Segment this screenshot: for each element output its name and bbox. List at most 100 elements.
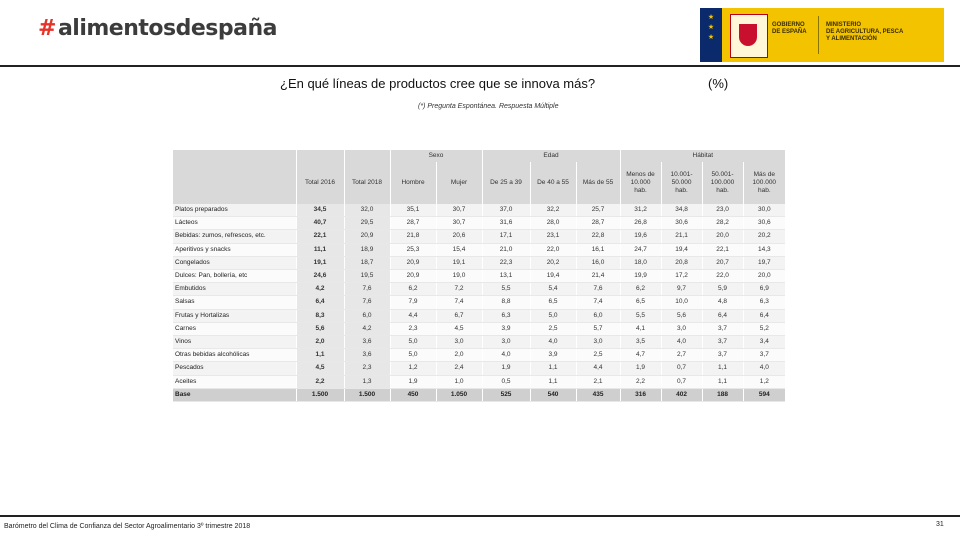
table-cell: 7,9 — [389, 295, 436, 310]
table-column-header: Total 2016 Total 2018 Hombre Mujer De 25 a 3… — [173, 162, 786, 204]
table-cell: 9,7 — [660, 282, 703, 297]
table-cell: 5,7 — [575, 322, 621, 337]
table-row: Carnes 5,6 4,2 2,3 4,5 3,9 2,5 5,7 4,1 3,0 3,7 5,2 — [173, 322, 786, 337]
table-cell: 1,1 — [295, 348, 344, 363]
table-cell: 2,0 — [295, 335, 344, 350]
table-cell: 3,6 — [343, 348, 390, 363]
table-cell: 23,0 — [701, 204, 744, 218]
table-cell: 18,7 — [343, 256, 390, 271]
table-row: Dulces: Pan, bollería, etc 24,6 19,5 20,9 19… — [173, 269, 786, 284]
table-cell: 3,0 — [575, 335, 621, 350]
header-divider — [0, 65, 960, 67]
table-cell: 2,1 — [575, 375, 621, 389]
table-cell: 1,9 — [619, 361, 662, 376]
table-cell: 7,6 — [343, 295, 390, 310]
column-header: De 25 a 39 — [481, 162, 531, 204]
table-cell: 4,4 — [389, 309, 436, 323]
table-cell: 1,1 — [701, 375, 744, 389]
table-cell: 594 — [742, 388, 786, 403]
table-cell: 0,5 — [481, 375, 531, 389]
column-header: Mujer — [435, 162, 483, 204]
row-label: Congelados — [173, 256, 296, 271]
table-cell: 1.050 — [435, 388, 483, 403]
table-cell: 1,9 — [481, 361, 531, 376]
table-cell: 18,0 — [619, 256, 662, 271]
unit-label: (%) — [708, 76, 729, 91]
results-table: Sexo Edad Hábitat Total 2016 Total 2018 Ho… — [173, 150, 786, 403]
table-cell: 6,0 — [575, 309, 621, 323]
group-edad: Edad — [481, 150, 621, 162]
row-label: Pescados — [173, 361, 296, 376]
table-cell: 23,1 — [529, 229, 577, 244]
row-label: Aceites — [173, 375, 296, 389]
table-cell: 4,5 — [435, 322, 483, 337]
column-header: Hombre — [389, 162, 436, 204]
table-cell: 37,0 — [481, 204, 531, 218]
government-ministry-logo: ★ ★ ★ GOBIERNO DE ESPAÑA MINISTERIO DE AGR… — [700, 8, 944, 62]
table-cell: 20,7 — [701, 256, 744, 271]
table-cell: 20,2 — [742, 229, 786, 244]
table-cell: 30,6 — [742, 216, 786, 231]
table-cell: 6,0 — [343, 309, 390, 323]
row-label: Frutas y Hortalizas — [173, 309, 296, 323]
table-cell: 8,3 — [295, 309, 344, 323]
column-header: Total 2018 — [343, 162, 390, 204]
table-cell: 20,6 — [435, 229, 483, 244]
logo-divider — [818, 16, 819, 54]
column-header: 50.001- 100.000 hab. — [701, 162, 744, 204]
table-cell: 4,0 — [660, 335, 703, 350]
table-row: Pescados 4,5 2,3 1,2 2,4 1,9 1,1 4,4 1,9 0,7 1,1 4,… — [173, 361, 786, 376]
table-row: Platos preparados 34,5 32,0 35,1 30,7 37,0 32,… — [173, 204, 786, 218]
column-header: De 40 a 55 — [529, 162, 577, 204]
row-label: Lácteos — [173, 216, 296, 231]
table-cell: 30,7 — [435, 204, 483, 218]
row-label: Salsas — [173, 295, 296, 310]
table-cell: 2,2 — [619, 375, 662, 389]
table-cell: 6,3 — [742, 295, 786, 310]
table-cell: 6,4 — [295, 295, 344, 310]
table-cell: 3,9 — [481, 322, 531, 337]
table-cell: 20,8 — [660, 256, 703, 271]
table-cell: 22,8 — [575, 229, 621, 244]
table-cell: 4,0 — [481, 348, 531, 363]
table-cell: 4,8 — [701, 295, 744, 310]
coat-of-arms-icon — [730, 14, 768, 58]
table-row: Frutas y Hortalizas 8,3 6,0 4,4 6,7 6,3 5,0 6,0… — [173, 309, 786, 323]
alimentos-de-espana-logo: #alimentosdespaña — [38, 16, 277, 41]
table-cell: 3,0 — [435, 335, 483, 350]
table-cell: 20,9 — [389, 269, 436, 284]
row-label: Otras bebidas alcohólicas — [173, 348, 296, 363]
question-note: (*) Pregunta Espontánea. Respuesta Múlti… — [418, 103, 559, 110]
page-header: #alimentosdespaña ★ ★ ★ GOBIERNO DE ESPAÑA… — [0, 0, 960, 66]
table-row: Aperitivos y snacks 11,1 18,9 25,3 15,4 21,0 2… — [173, 243, 786, 257]
table-cell: 18,9 — [343, 243, 390, 257]
row-label: Dulces: Pan, bollería, etc — [173, 269, 296, 284]
column-header: Más de 100.000 hab. — [742, 162, 786, 204]
table-cell: 3,0 — [660, 322, 703, 337]
table-cell: 5,9 — [701, 282, 744, 297]
table-cell: 2,4 — [435, 361, 483, 376]
table-cell: 8,8 — [481, 295, 531, 310]
table-cell: 5,0 — [389, 335, 436, 350]
table-row: Congelados 19,1 18,7 20,9 19,1 22,3 20,2 16,0 18… — [173, 256, 786, 271]
table-cell: 7,4 — [575, 295, 621, 310]
table-cell: 13,1 — [481, 269, 531, 284]
table-cell: 22,0 — [701, 269, 744, 284]
table-cell: 1,1 — [701, 361, 744, 376]
column-header: Total 2016 — [295, 162, 344, 204]
table-cell: 34,8 — [660, 204, 703, 218]
row-label: Carnes — [173, 322, 296, 337]
footer-divider — [0, 515, 960, 517]
table-cell: 16,0 — [575, 256, 621, 271]
table-cell: 1,1 — [529, 361, 577, 376]
table-cell: 5,5 — [481, 282, 531, 297]
table-cell: 19,9 — [619, 269, 662, 284]
table-cell: 19,6 — [619, 229, 662, 244]
brand-word: alimentosdespaña — [57, 16, 278, 41]
table-cell: 402 — [660, 388, 703, 403]
table-cell: 19,1 — [295, 256, 344, 271]
table-group-header: Sexo Edad Hábitat — [173, 150, 786, 204]
table-row: Aceites 2,2 1,3 1,9 1,0 0,5 1,1 2,1 2,2 0,7 1,1 1,2 — [173, 375, 786, 389]
table-cell: 35,1 — [389, 204, 436, 218]
table-cell: 4,0 — [529, 335, 577, 350]
